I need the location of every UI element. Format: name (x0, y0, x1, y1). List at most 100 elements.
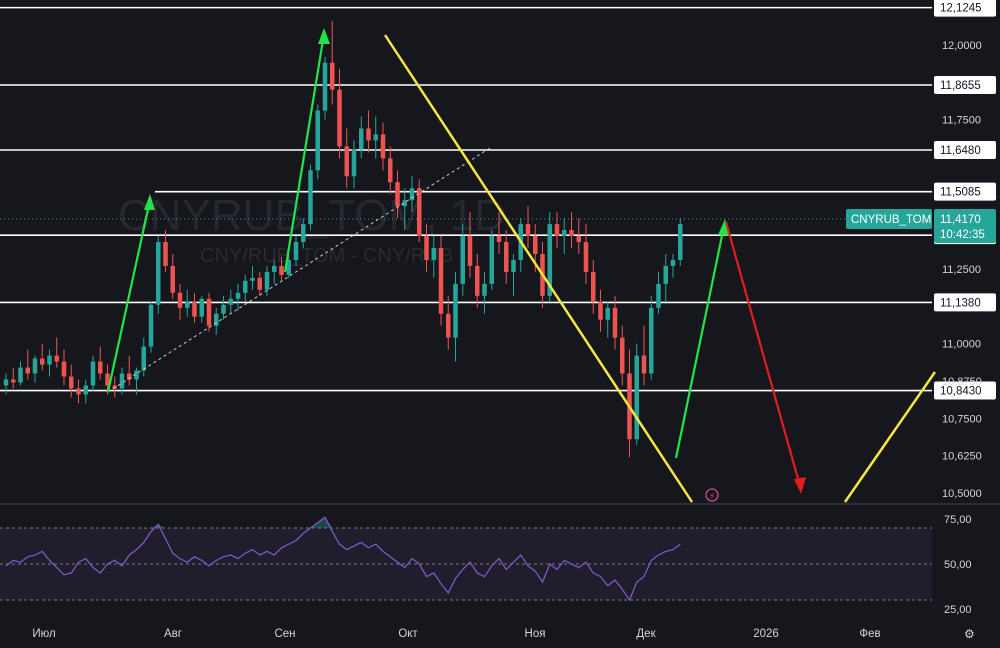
candle-body (40, 358, 45, 365)
candle-body (11, 379, 16, 383)
candle-body (170, 265, 175, 293)
candle-body (583, 242, 589, 272)
price-tick-label: 11,2500 (942, 264, 981, 276)
price-tick-label: 10,6250 (942, 451, 982, 463)
candle-body (76, 388, 81, 395)
candle-body (25, 367, 30, 374)
candle-body (359, 128, 364, 150)
candle-body (192, 301, 197, 317)
level-label: 11,5085 (940, 187, 981, 199)
candle-body (90, 361, 96, 386)
time-tick-label: Дек (636, 628, 656, 640)
candle-body (228, 298, 233, 305)
candle-body (663, 265, 668, 284)
red-arrow-down[interactable] (724, 221, 802, 487)
candle-body (409, 188, 415, 201)
level-label-box (934, 141, 996, 160)
price-tick-label: 10,5000 (942, 488, 982, 500)
level-label: 11,6480 (940, 145, 981, 157)
candle-body (163, 242, 168, 266)
price-tick-label: 11,0000 (942, 339, 981, 351)
candle-body (206, 298, 212, 326)
candle-body (417, 188, 422, 237)
candle-body (576, 236, 581, 243)
candle-body (141, 346, 146, 371)
rsi-tick-label: 75,00 (944, 514, 972, 526)
candle-body (373, 134, 378, 141)
candle-body (156, 242, 161, 305)
level-label: 10,8430 (940, 386, 982, 398)
rsi-tick-label: 50,00 (944, 559, 972, 571)
watermark-description: CNY/RUB_TOM - CNY/RUB (200, 245, 453, 267)
candle-body (395, 182, 400, 207)
candle-body (148, 304, 154, 347)
bar-countdown: 10:42:35 (940, 229, 985, 241)
candle-body (641, 355, 647, 374)
candle-body (634, 355, 639, 440)
candle-body (127, 373, 132, 380)
candle-body (112, 385, 117, 389)
candle-body (475, 265, 480, 296)
price-tags: CNYRUB_TOM 11,4170 10:42:35 (846, 209, 996, 244)
ticker-tag-box (846, 209, 932, 230)
price-axis[interactable]: 12,0000 11,7500 11,2500 11,0000 10,8750 10,75… (942, 40, 982, 500)
candle-body (105, 373, 110, 386)
green-arrow-2[interactable] (283, 33, 326, 273)
candle-body (322, 62, 328, 111)
yellow-trendline-down[interactable] (383, 34, 694, 503)
candle-body (511, 259, 516, 272)
candle-body (598, 301, 603, 320)
rsi-tick-label: 25,00 (944, 604, 972, 616)
time-tick-label: Авг (164, 628, 182, 640)
green-arrow-3[interactable] (674, 225, 726, 459)
red-arrow-down-head (794, 477, 806, 494)
candle-body (525, 224, 531, 237)
candle-body (670, 259, 676, 266)
candle-body (605, 307, 610, 320)
price-tick-label: 12,0000 (942, 40, 982, 52)
candle-body (496, 236, 502, 243)
level-label-box (934, 76, 996, 95)
candle-body (301, 224, 306, 243)
candle-body (214, 313, 219, 326)
candle-body (402, 200, 407, 207)
candle-body (562, 230, 567, 237)
candle-body (533, 236, 538, 254)
candle-body (235, 292, 241, 299)
candle-body (199, 298, 204, 317)
candle-body (61, 361, 67, 377)
settings-gear-icon[interactable]: ⚙ (964, 627, 975, 641)
trendline-drawings: ⚡ (106, 28, 937, 503)
ticker-tag-label: CNYRUB_TOM (851, 214, 931, 226)
time-tick-label: Июл (32, 628, 55, 640)
candle-body (612, 307, 618, 338)
lightning-event-icon[interactable] (705, 488, 719, 502)
candle-body (446, 313, 451, 338)
candle-body (467, 236, 473, 266)
candle-body (380, 134, 386, 159)
level-label: 12,1245 (940, 3, 982, 15)
green-arrow-2-head (318, 28, 330, 44)
time-axis[interactable]: Июл Авг Сен Окт Ноя Дек 2026 Фев (32, 628, 880, 640)
green-arrow-1[interactable] (106, 199, 152, 393)
time-tick-label: Фев (859, 628, 880, 640)
time-tick-label: Окт (398, 628, 418, 640)
candle-body (98, 361, 103, 374)
time-tick-label: Ноя (525, 628, 546, 640)
candle-body (308, 170, 313, 225)
candle-body (293, 242, 299, 260)
candle-body (366, 128, 371, 141)
level-label: 11,8655 (940, 80, 981, 92)
candle-body (250, 277, 255, 281)
price-tick-label: 10,7500 (942, 413, 982, 425)
horizontal-levels: 12,124511,865511,648011,508511,363011,13… (0, 0, 996, 400)
candle-body (678, 224, 683, 260)
candle-body (424, 236, 429, 260)
candle-body (547, 224, 552, 296)
price-tick-label: 11,7500 (942, 115, 981, 127)
green-arrow-1-head (144, 194, 155, 210)
time-tick-label: 2026 (753, 628, 779, 640)
candle-body (330, 62, 335, 90)
yellow-trendline-up[interactable] (843, 371, 937, 503)
